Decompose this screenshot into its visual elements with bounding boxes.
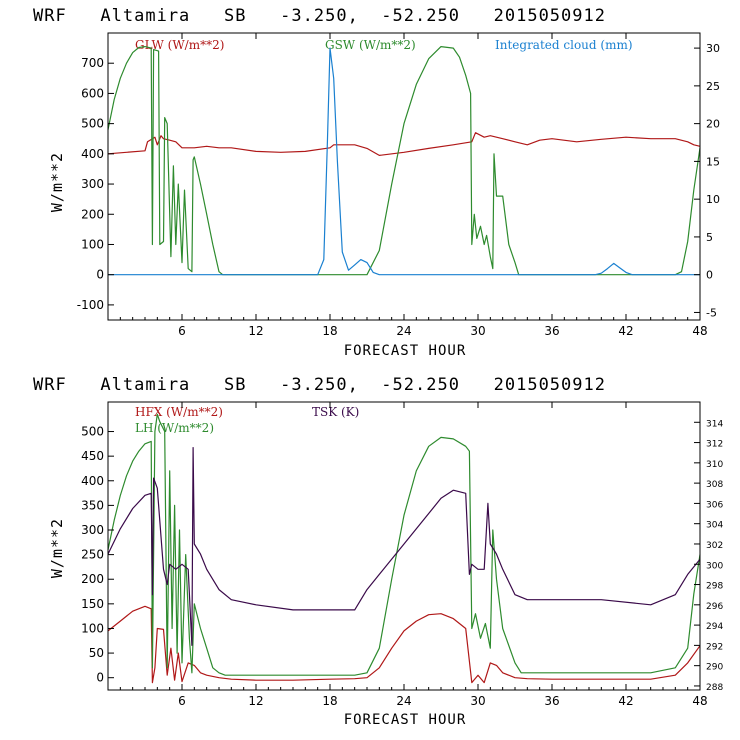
x-tick-label: 6 <box>178 324 186 338</box>
x-tick-label: 48 <box>692 324 707 338</box>
x-tick-label: 24 <box>396 694 411 708</box>
x-tick-label: 42 <box>618 694 633 708</box>
legend-hfx: HFX (W/m**2) <box>135 405 223 419</box>
legend-gsw: GSW (W/m**2) <box>325 38 416 52</box>
y2-tick-label: -5 <box>706 306 717 319</box>
x-tick-label: 12 <box>248 694 263 708</box>
y-tick-label: 400 <box>81 147 104 161</box>
radiation-chart: WRF Altamira SB -3.250, -52.250 20150509… <box>33 6 720 359</box>
x-tick-label: 30 <box>470 324 485 338</box>
legend-glw: GLW (W/m**2) <box>135 38 224 52</box>
y2-tick-label: 302 <box>706 541 723 551</box>
legend-tsk: TSK (K) <box>312 405 359 419</box>
y2-tick-label: 0 <box>706 269 713 282</box>
x-axis-label: FORECAST HOUR <box>344 343 467 359</box>
y2-tick-label: 312 <box>706 440 723 450</box>
series-line-hfx <box>107 605 701 684</box>
plot-frame <box>107 32 701 321</box>
series-line-gsw <box>107 45 701 276</box>
x-tick-label: 48 <box>692 694 707 708</box>
y2-tick-label: 5 <box>706 231 713 244</box>
y2-tick-label: 292 <box>706 642 723 652</box>
x-tick-label: 36 <box>544 694 559 708</box>
y-tick-label: 100 <box>81 621 104 635</box>
y2-tick-label: 314 <box>706 419 723 429</box>
y-tick-label: 150 <box>81 597 104 611</box>
x-tick-label: 12 <box>248 324 263 338</box>
y-tick-label: 250 <box>81 548 104 562</box>
y-tick-label: 500 <box>81 425 104 439</box>
x-tick-label: 6 <box>178 694 186 708</box>
y2-tick-label: 304 <box>706 521 723 531</box>
y-tick-label: 200 <box>81 572 104 586</box>
y-tick-label: 50 <box>89 646 104 660</box>
y2-tick-label: 288 <box>706 683 723 693</box>
y-tick-label: 300 <box>81 523 104 537</box>
y-tick-label: 0 <box>96 268 104 282</box>
y-tick-label: 200 <box>81 207 104 221</box>
series-line-integrated <box>108 47 700 276</box>
y-tick-label: 450 <box>81 449 104 463</box>
y2-tick-label: 15 <box>706 155 720 168</box>
y2-tick-label: 30 <box>706 42 720 55</box>
x-tick-label: 18 <box>322 324 337 338</box>
legend-lh: LH (W/m**2) <box>135 421 214 435</box>
x-tick-label: 30 <box>470 694 485 708</box>
y-tick-label: 300 <box>81 177 104 191</box>
x-tick-label: 18 <box>322 694 337 708</box>
surface-flux-chart: WRF Altamira SB -3.250, -52.250 20150509… <box>33 375 723 728</box>
series-line-lh <box>107 413 701 676</box>
y-tick-label: -100 <box>77 298 104 312</box>
y2-tick-label: 306 <box>706 500 723 510</box>
y-tick-label: 700 <box>81 56 104 70</box>
y2-tick-label: 290 <box>706 663 723 673</box>
y2-tick-label: 25 <box>706 80 720 93</box>
series-line-tsk <box>107 447 701 647</box>
y-tick-label: 350 <box>81 498 104 512</box>
y2-tick-label: 294 <box>706 622 723 632</box>
legend-cloud: Integrated cloud (mm) <box>495 38 633 52</box>
series-line-glw <box>107 132 701 156</box>
x-axis-label: FORECAST HOUR <box>344 712 467 728</box>
chart-title: WRF Altamira SB -3.250, -52.250 20150509… <box>33 375 606 395</box>
y-tick-label: 0 <box>96 671 104 685</box>
plot-frame <box>107 401 701 691</box>
y-tick-label: 500 <box>81 117 104 131</box>
chart-title: WRF Altamira SB -3.250, -52.250 20150509… <box>33 6 606 26</box>
y2-tick-label: 296 <box>706 602 723 612</box>
x-tick-label: 24 <box>396 324 411 338</box>
y2-tick-label: 300 <box>706 561 723 571</box>
y2-tick-label: 298 <box>706 582 723 592</box>
y2-tick-label: 10 <box>706 193 720 206</box>
x-tick-label: 42 <box>618 324 633 338</box>
y-tick-label: 400 <box>81 474 104 488</box>
y2-tick-label: 310 <box>706 460 723 470</box>
y-axis-label: W/m**2 <box>48 152 66 212</box>
y2-tick-label: 308 <box>706 480 723 490</box>
y-tick-label: 600 <box>81 86 104 100</box>
y-axis-label: W/m**2 <box>48 518 66 578</box>
y2-tick-label: 20 <box>706 118 720 131</box>
x-tick-label: 36 <box>544 324 559 338</box>
y-tick-label: 100 <box>81 237 104 251</box>
